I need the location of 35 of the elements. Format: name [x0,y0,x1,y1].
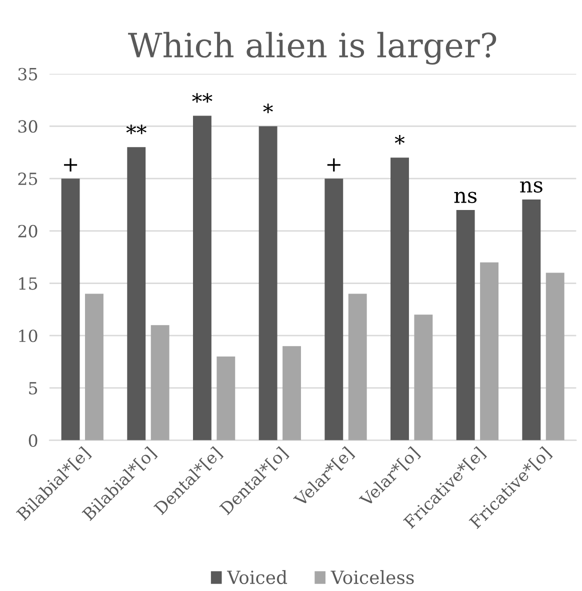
bar [456,210,475,440]
legend-label: Voiceless [330,570,414,584]
y-tick-label: 35 [18,68,38,80]
y-tick-label: 10 [19,330,38,342]
annotation: ** [192,93,212,103]
y-tick-label: 20 [18,224,38,238]
bar [193,116,212,440]
bar [348,294,367,440]
bar [127,147,146,440]
y-tick-label: 15 [19,277,38,290]
annotation: ns [454,192,477,204]
y-tick-label: 5 [29,382,38,395]
annotation: + [327,158,340,172]
legend-label: Voiced [226,570,288,584]
bar [85,294,104,440]
bar [522,200,541,440]
bar [258,126,278,440]
bar [414,314,433,440]
bar [324,178,344,440]
bar [61,178,80,440]
annotation: ** [126,124,146,134]
bar [546,272,564,440]
y-tick-label: 0 [28,434,38,447]
bar [390,158,409,440]
chart-title: Which alien is larger? [128,32,496,65]
bar [480,262,498,440]
annotation: + [64,158,78,172]
bar [150,325,170,440]
y-tick-label: 25 [18,172,38,186]
annotation: ns [520,181,542,193]
annotation: * [263,104,273,114]
annotation: * [394,135,405,145]
bar [216,356,236,440]
bar [282,346,301,440]
y-tick-label: 30 [18,120,38,133]
